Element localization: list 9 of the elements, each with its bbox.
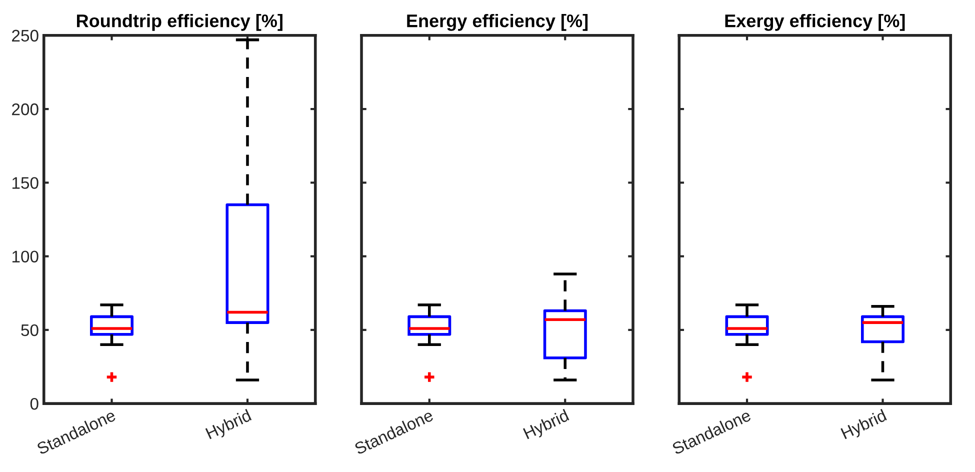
- y-tick-label: 200: [12, 103, 38, 116]
- y-tick-label: 50: [21, 324, 38, 336]
- chart-title: Exergy efficiency [%]: [725, 14, 905, 31]
- y-tick-label: 250: [12, 30, 38, 42]
- chart-title: Energy efficiency [%]: [407, 14, 588, 31]
- y-tick-label: 0: [30, 398, 38, 410]
- y-tick-label: 150: [12, 177, 38, 189]
- y-tick-label: 100: [12, 250, 38, 262]
- chart-title: Roundtrip efficiency [%]: [77, 14, 282, 31]
